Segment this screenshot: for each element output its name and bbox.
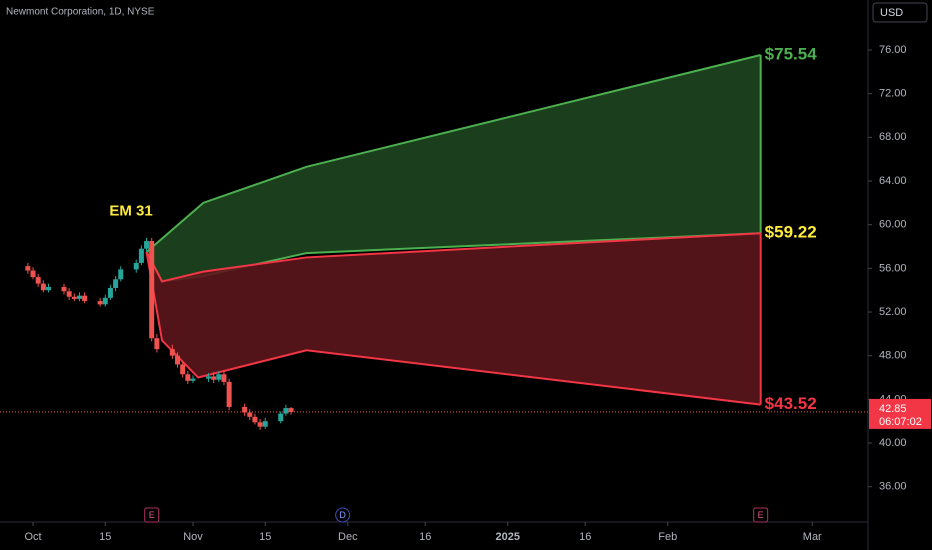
candle-body (138, 248, 144, 263)
y-tick-label: 56.00 (879, 262, 907, 274)
candle-body (107, 288, 113, 298)
candle-body (211, 376, 217, 380)
candle-body (205, 376, 211, 379)
x-tick-label: Nov (183, 531, 203, 543)
candle-body (46, 286, 52, 291)
candle-body (169, 349, 175, 356)
candle-body (262, 421, 268, 427)
candle-body (144, 241, 150, 249)
event-label: E (149, 510, 155, 520)
x-tick-label: 15 (259, 531, 271, 543)
candle-body (76, 295, 82, 299)
candle-body (40, 283, 46, 291)
chart-title: Newmont Corporation, 1D, NYSE (6, 7, 155, 18)
candle-body (149, 241, 155, 339)
event-label: E (758, 510, 764, 520)
target-label: $43.52 (765, 394, 817, 413)
y-tick-label: 64.00 (879, 175, 907, 187)
candle-body (175, 355, 181, 365)
y-tick-label: 36.00 (879, 481, 907, 493)
candle-body (221, 374, 227, 382)
candle-body (216, 374, 222, 380)
band-edge (145, 54, 761, 253)
target-label: $75.54 (765, 45, 818, 64)
y-tick-label: 72.00 (879, 88, 907, 100)
x-tick-label: 15 (99, 531, 111, 543)
projection-band (146, 55, 761, 282)
candle-body (113, 279, 119, 289)
candle-body (226, 381, 232, 408)
x-tick-label: 2025 (496, 531, 520, 543)
candle-body (252, 416, 258, 423)
annotation: EM 31 (109, 203, 152, 220)
target-label: $59.22 (765, 223, 817, 242)
event-icon (335, 507, 351, 523)
candle-body (30, 270, 36, 278)
x-tick-label: Oct (24, 531, 41, 543)
candle-body (82, 295, 88, 302)
y-tick-label: 48.00 (879, 350, 907, 362)
y-tick-label: 60.00 (879, 219, 907, 231)
candle-body (102, 297, 108, 305)
currency[interactable]: USD (880, 7, 903, 19)
y-tick-label: 52.00 (879, 306, 907, 318)
candle-body (61, 286, 67, 292)
candle-body (247, 412, 253, 417)
candle-body (288, 408, 294, 412)
x-tick-label: 16 (579, 531, 591, 543)
candle-body (257, 422, 263, 427)
countdown: 06:07:02 (879, 416, 922, 428)
last-price: 42.85 (879, 403, 907, 415)
candle-body (97, 301, 103, 305)
candle-body (283, 408, 289, 414)
x-tick-label: Mar (803, 531, 822, 543)
band-edge (145, 251, 761, 406)
candle-body (35, 277, 41, 284)
candle-body (278, 413, 284, 422)
candle-body (133, 262, 139, 270)
candle-body (66, 291, 72, 297)
candle-body (71, 296, 77, 299)
y-tick-label: 76.00 (879, 44, 907, 56)
y-tick-label: 68.00 (879, 131, 907, 143)
candle-body (190, 378, 196, 381)
candle-body (180, 364, 186, 375)
candle-body (118, 269, 124, 280)
candle-body (25, 266, 31, 271)
candle-body (154, 338, 160, 350)
candle-body (242, 407, 248, 413)
x-tick-label: 16 (419, 531, 431, 543)
band-edge (145, 232, 761, 283)
x-tick-label: Dec (338, 531, 358, 543)
projection-band (146, 233, 761, 405)
event-icon (144, 507, 160, 523)
event-label: D (339, 510, 346, 520)
x-tick-label: Feb (658, 531, 677, 543)
candle-body (185, 374, 191, 381)
event-icon (753, 507, 769, 523)
y-tick-label: 40.00 (879, 437, 907, 449)
currency-button[interactable] (872, 2, 928, 23)
price-tag (869, 398, 931, 429)
